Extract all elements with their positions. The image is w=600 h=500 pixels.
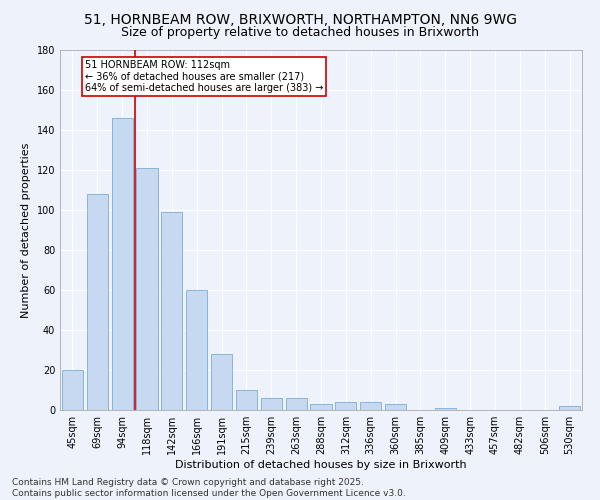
- Bar: [360, 402, 381, 410]
- Text: 51, HORNBEAM ROW, BRIXWORTH, NORTHAMPTON, NN6 9WG: 51, HORNBEAM ROW, BRIXWORTH, NORTHAMPTON…: [83, 12, 517, 26]
- Bar: [186, 290, 207, 410]
- Bar: [559, 406, 580, 410]
- Text: Size of property relative to detached houses in Brixworth: Size of property relative to detached ho…: [121, 26, 479, 39]
- Bar: [261, 398, 282, 410]
- Text: 51 HORNBEAM ROW: 112sqm
← 36% of detached houses are smaller (217)
64% of semi-d: 51 HORNBEAM ROW: 112sqm ← 36% of detache…: [85, 60, 323, 93]
- Bar: [385, 404, 406, 410]
- Bar: [87, 194, 108, 410]
- Bar: [236, 390, 257, 410]
- Bar: [112, 118, 133, 410]
- Bar: [211, 354, 232, 410]
- Bar: [136, 168, 158, 410]
- Bar: [286, 398, 307, 410]
- Bar: [435, 408, 456, 410]
- X-axis label: Distribution of detached houses by size in Brixworth: Distribution of detached houses by size …: [175, 460, 467, 470]
- Text: Contains HM Land Registry data © Crown copyright and database right 2025.
Contai: Contains HM Land Registry data © Crown c…: [12, 478, 406, 498]
- Bar: [310, 404, 332, 410]
- Y-axis label: Number of detached properties: Number of detached properties: [21, 142, 31, 318]
- Bar: [335, 402, 356, 410]
- Bar: [62, 370, 83, 410]
- Bar: [161, 212, 182, 410]
